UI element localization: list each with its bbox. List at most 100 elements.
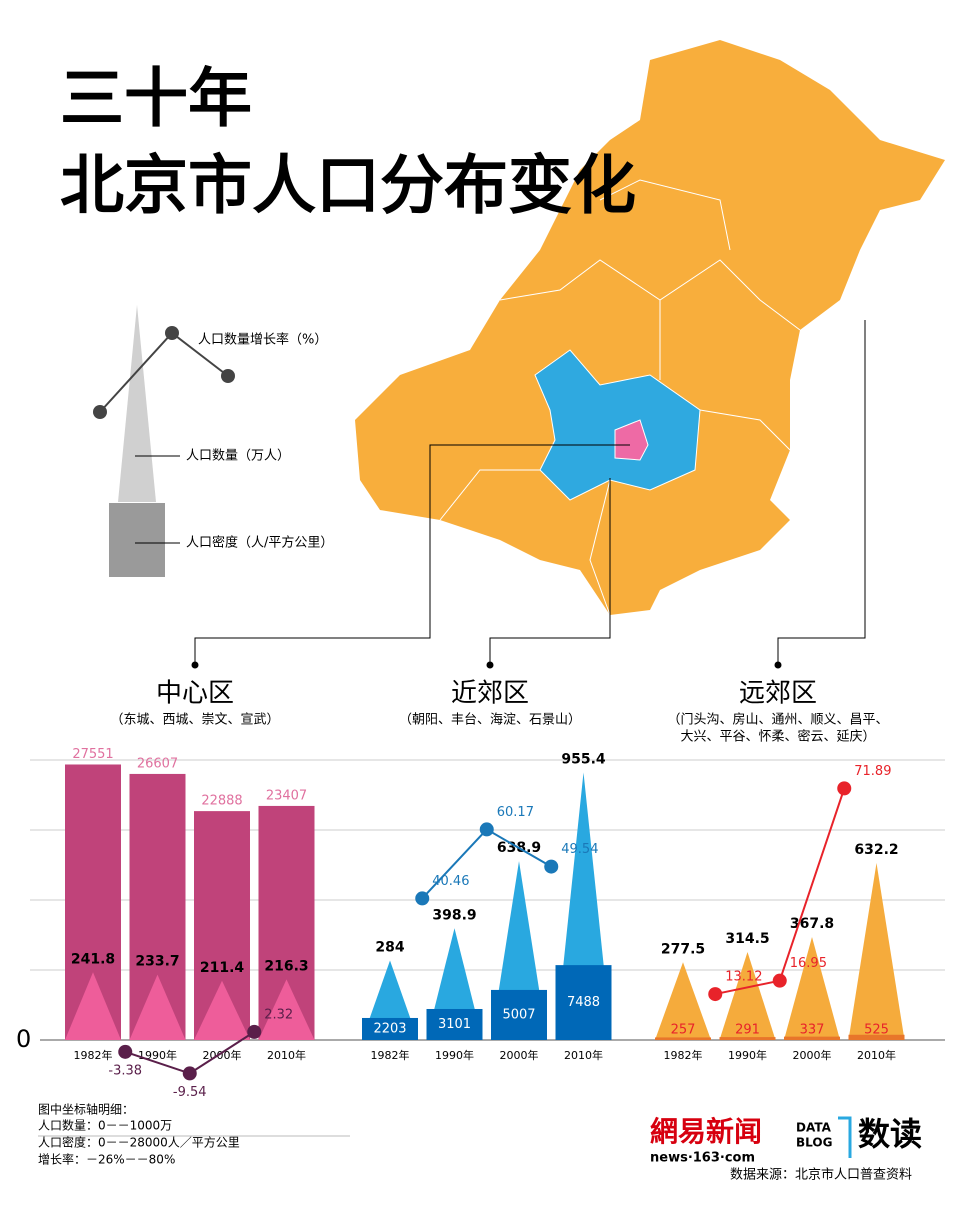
leader-dot (486, 661, 494, 669)
population-triangle (258, 979, 315, 1040)
blog-mark (838, 1116, 852, 1158)
population-label: 955.4 (561, 751, 606, 767)
zone-name: 远郊区 (739, 679, 817, 709)
growth-label: 13.12 (725, 970, 762, 985)
density-label: 337 (800, 1023, 825, 1038)
x-tick-label: 1990年 (728, 1048, 767, 1062)
x-tick-label: 1982年 (371, 1048, 410, 1062)
population-label: 632.2 (854, 842, 898, 858)
density-label: 26607 (137, 756, 178, 771)
density-label: 7488 (567, 995, 600, 1010)
legend-label: 人口数量增长率（%） (198, 332, 327, 348)
density-bar (655, 1037, 711, 1040)
density-bar (848, 1034, 905, 1040)
growth-label: -9.54 (173, 1085, 207, 1100)
legend-dot (93, 405, 107, 419)
zero-label: 0 (16, 1025, 31, 1053)
population-triangle (655, 962, 711, 1040)
population-triangle (719, 951, 776, 1040)
near-suburbs (534, 349, 701, 501)
density-bar (555, 965, 612, 1040)
map (191, 40, 945, 669)
growth-point (772, 973, 787, 988)
axis-notes: 图中坐标轴明细： 人口数量：0－－1000万人口密度：0－－28000人／平方公… (38, 1102, 350, 1167)
source: 数据来源：北京市人口普查资料 (730, 1167, 912, 1183)
x-tick-label: 2000年 (500, 1048, 539, 1062)
density-label: 291 (735, 1023, 760, 1038)
leader-dot (191, 661, 199, 669)
x-tick-label: 1990年 (435, 1048, 474, 1062)
legend-triangle (118, 305, 156, 502)
population-label: 398.9 (432, 907, 476, 923)
center (614, 419, 649, 461)
growth-label: 2.32 (264, 1007, 293, 1022)
leader-lines (194, 320, 866, 665)
growth-point (415, 891, 430, 906)
density-label: 27551 (72, 747, 113, 762)
density-label: 3101 (438, 1017, 471, 1032)
zone-districts: （东城、西城、崇文、宣武） (110, 712, 279, 728)
zone-districts: 大兴、平谷、怀柔、密云、延庆） (680, 729, 875, 745)
zone-name: 近郊区 (451, 679, 529, 709)
growth-label: 60.17 (497, 805, 534, 820)
brand-url: news·163·com (650, 1151, 755, 1166)
legend: 人口数量增长率（%） 人口数量（万人） 人口密度（人/平方公里） (93, 305, 333, 577)
population-triangle (65, 972, 121, 1040)
growth-point (544, 859, 559, 874)
x-tick-label: 1990年 (138, 1048, 177, 1062)
growth-point (708, 987, 723, 1002)
legend-dot (221, 369, 235, 383)
title: 北京市人口分布变化 (60, 150, 636, 224)
population-label: 233.7 (135, 954, 179, 970)
growth-point (479, 822, 494, 837)
growth-label: 71.89 (854, 764, 891, 779)
growth-point (837, 781, 852, 796)
density-label: 5007 (502, 1007, 535, 1022)
x-tick-label: 2010年 (267, 1048, 306, 1062)
population-label: 314.5 (725, 931, 769, 947)
x-tick-label: 2000年 (203, 1048, 242, 1062)
x-tick-label: 2010年 (564, 1048, 603, 1062)
notes-row: 增长率：－26%－－80% (38, 1152, 175, 1167)
x-tick-label: 2000年 (793, 1048, 832, 1062)
notes-row: 人口密度：0－－28000人／平方公里 (38, 1135, 240, 1150)
district-borders (439, 179, 801, 616)
zone-districts: （门头沟、房山、通州、顺义、昌平、 (667, 712, 888, 728)
population-triangle (129, 974, 186, 1040)
far-suburbs (355, 40, 945, 615)
blog: BLOG (796, 1136, 832, 1150)
brand: 網易新闻 (650, 1115, 762, 1148)
population-label: 216.3 (264, 958, 308, 974)
growth-point (118, 1044, 133, 1059)
notes-heading: 图中坐标轴明细： (38, 1102, 134, 1117)
x-tick-label: 1982年 (74, 1048, 113, 1062)
notes-row: 人口数量：0－－1000万 (38, 1118, 172, 1133)
population-label: 277.5 (661, 941, 705, 957)
legend-label: 人口数量（万人） (186, 449, 290, 464)
growth-point (182, 1066, 197, 1081)
density-bar (426, 1008, 483, 1040)
growth-point (247, 1024, 262, 1039)
legend-dot (165, 326, 179, 340)
growth-label: 16.95 (790, 956, 827, 971)
density-label: 22888 (201, 794, 242, 809)
growth-label: 49.54 (561, 842, 598, 857)
population-label: 284 (375, 939, 404, 955)
x-tick-label: 1982年 (664, 1048, 703, 1062)
density-label: 525 (864, 1023, 889, 1038)
footer: 網易新闻 news·163·com DATA BLOG 数读 数据来源：北京市人… (650, 1115, 922, 1183)
growth-label: -3.38 (108, 1063, 142, 1078)
population-label: 211.4 (200, 960, 245, 976)
column-name: 数读 (858, 1115, 922, 1153)
zone-districts: （朝阳、丰台、海淀、石景山） (399, 713, 581, 728)
legend-label: 人口密度（人/平方公里） (186, 535, 333, 551)
growth-label: 40.46 (432, 874, 469, 889)
density-bar (362, 1017, 418, 1040)
density-bar (784, 1036, 840, 1040)
population-label: 241.8 (71, 951, 115, 967)
population-triangle (784, 937, 840, 1040)
density-label: 2203 (373, 1021, 406, 1036)
zone-name: 中心区 (156, 679, 234, 709)
density-label: 257 (671, 1023, 696, 1038)
